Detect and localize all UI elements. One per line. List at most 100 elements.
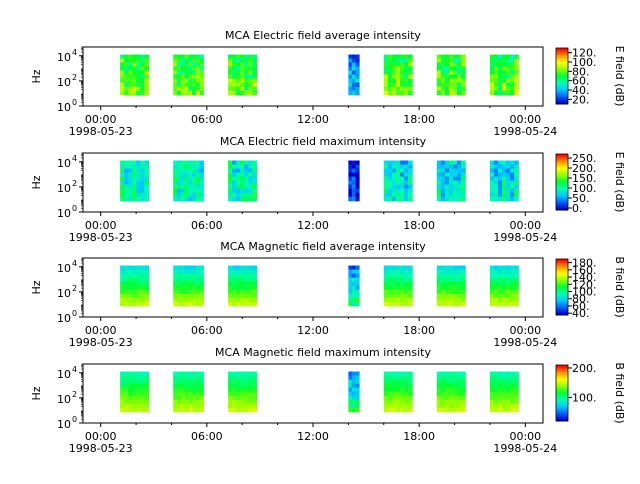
- spectrogram-cell: [176, 66, 182, 72]
- spectrogram-cell: [176, 62, 182, 68]
- spectrogram-cell: [408, 281, 413, 287]
- spectrogram-cell: [199, 196, 204, 202]
- spectrogram-cell: [440, 164, 446, 170]
- spectrogram-cell: [132, 164, 137, 170]
- colorbar-frame: [555, 153, 569, 211]
- colorbar-segment: [556, 99, 568, 102]
- spectrogram-cell: [440, 180, 446, 186]
- spectrogram-cell: [248, 188, 253, 194]
- spectrogram-cell: [176, 297, 182, 303]
- spectrogram-cell: [498, 70, 503, 76]
- spectrogram-cell: [351, 62, 357, 68]
- spectrogram-cell: [351, 176, 357, 182]
- spectrogram-cell: [176, 184, 182, 190]
- spectrogram-cell: [351, 78, 357, 84]
- spectrogram-cell: [383, 164, 389, 170]
- spectrogram-cell: [351, 371, 357, 377]
- spectrogram-cell: [120, 375, 125, 381]
- spectrogram-cell: [180, 403, 186, 409]
- colorbar-segment: [556, 183, 568, 186]
- spectrogram-cell: [489, 176, 495, 182]
- spectrogram-cell: [514, 180, 519, 186]
- spectrogram-cell: [252, 269, 257, 275]
- spectrogram-cell: [244, 192, 249, 198]
- spectrogram-cell: [192, 281, 197, 287]
- colorbar-segment: [556, 196, 568, 198]
- spectrogram-cell: [383, 168, 389, 174]
- spectrogram-cell: [510, 371, 515, 377]
- spectrogram-cell: [188, 168, 193, 174]
- spectrogram-cell: [244, 82, 249, 88]
- spectrogram-cell: [453, 184, 458, 190]
- spectrogram-cell: [383, 70, 389, 76]
- spectrogram-cell: [195, 70, 201, 76]
- colorbar-segment: [556, 91, 568, 94]
- spectrogram-cell: [128, 74, 133, 80]
- spectrogram-cell: [399, 395, 405, 401]
- colorbar-segment: [556, 50, 568, 53]
- spectrogram-cell: [391, 74, 397, 80]
- spectrogram-cell: [383, 269, 389, 275]
- spectrogram-cell: [144, 176, 150, 182]
- spectrogram-cell: [355, 74, 360, 80]
- spectrogram-cell: [136, 172, 141, 178]
- spectrogram-cell: [232, 196, 237, 202]
- spectrogram-cell: [199, 188, 204, 194]
- x-tick-label: 00:00: [509, 219, 541, 232]
- spectrogram-cell: [252, 407, 257, 413]
- spectrogram-cell: [403, 383, 409, 389]
- spectrogram-cell: [510, 297, 515, 303]
- spectrogram-cell: [403, 78, 409, 84]
- spectrogram-cell: [348, 66, 353, 72]
- spectrogram-cell: [188, 164, 193, 170]
- spectrogram-cell: [228, 192, 233, 198]
- spectrogram-cell: [184, 387, 189, 393]
- spectrogram-cell: [228, 160, 233, 166]
- spectrogram-cell: [240, 168, 245, 174]
- data-block: [228, 265, 257, 307]
- spectrogram-cell: [391, 371, 397, 377]
- spectrogram-cell: [192, 54, 197, 60]
- spectrogram-cell: [444, 285, 450, 291]
- spectrogram-cell: [248, 62, 253, 68]
- spectrogram-cell: [440, 407, 446, 413]
- spectrogram-cell: [395, 269, 401, 275]
- spectrogram-cell: [195, 277, 201, 283]
- colorbar-segment: [556, 414, 568, 416]
- spectrogram-cell: [440, 66, 446, 72]
- y-tick-label: 10: [57, 157, 71, 170]
- spectrogram-cell: [506, 86, 511, 92]
- spectrogram-cell: [502, 277, 507, 283]
- spectrogram-cell: [195, 184, 201, 190]
- panel-title: MCA Electric field average intensity: [225, 29, 421, 42]
- spectrogram-cell: [195, 391, 201, 397]
- spectrogram-cell: [444, 379, 450, 385]
- spectrogram-cell: [408, 168, 413, 174]
- spectrogram-cell: [199, 184, 204, 190]
- spectrogram-cell: [403, 172, 409, 178]
- spectrogram-cell: [444, 196, 450, 202]
- spectrogram-cell: [457, 289, 462, 295]
- spectrogram-cell: [514, 281, 519, 287]
- spectrogram-cell: [510, 285, 515, 291]
- spectrogram-cell: [510, 399, 515, 405]
- spectrogram-cell: [448, 395, 454, 401]
- spectrogram-cell: [195, 285, 201, 291]
- spectrogram-cell: [351, 387, 357, 393]
- spectrogram-cell: [232, 168, 237, 174]
- spectrogram-cell: [403, 192, 409, 198]
- data-block: [489, 371, 519, 413]
- spectrogram-cell: [124, 281, 129, 287]
- spectrogram-cell: [240, 375, 245, 381]
- spectrogram-cell: [498, 180, 503, 186]
- spectrogram-cell: [502, 188, 507, 194]
- spectrogram-cell: [493, 289, 499, 295]
- spectrogram-cell: [236, 301, 241, 307]
- spectrogram-cell: [184, 176, 189, 182]
- spectrogram-cell: [199, 293, 204, 299]
- spectrogram-cell: [510, 379, 515, 385]
- spectrogram-cell: [498, 371, 503, 377]
- spectrogram-cell: [403, 297, 409, 303]
- spectrogram-cell: [248, 273, 253, 279]
- colorbar-segment: [556, 309, 568, 312]
